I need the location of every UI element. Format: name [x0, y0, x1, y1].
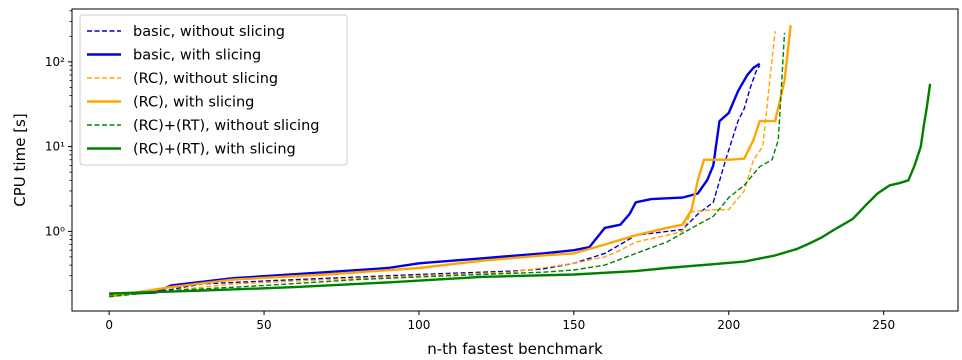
y-axis-label: CPU time [s] [11, 113, 29, 206]
x-tick-label: 50 [256, 318, 271, 332]
series-line-6 [109, 83, 932, 295]
y-tick-label: 10⁰ [45, 224, 65, 238]
legend-label-4: (RC), with slicing [133, 95, 254, 111]
legend-label-2: basic, with slicing [133, 48, 261, 64]
legend-label-6: (RC)+(RT), with slicing [133, 142, 296, 158]
axis-ticks: 0 50 100 150 200 250 10⁰ 10¹ 10² [45, 10, 895, 332]
x-tick-label: 250 [872, 318, 895, 332]
y-tick-label: 10² [45, 55, 65, 69]
legend-label-5: (RC)+(RT), without slicing [133, 118, 319, 134]
x-tick-label: 100 [408, 318, 431, 332]
y-tick-label: 10¹ [45, 140, 65, 154]
x-axis-label: n-th fastest benchmark [427, 340, 603, 358]
legend-label-3: (RC), without slicing [133, 71, 278, 87]
series-layer [109, 25, 932, 298]
series-line-2 [109, 62, 761, 296]
x-tick-label: 150 [562, 318, 585, 332]
legend: basic, without slicing basic, with slicin… [79, 14, 348, 166]
legend-label-1: basic, without slicing [133, 24, 285, 40]
series-line-4 [109, 25, 792, 298]
series-line-5 [109, 32, 786, 298]
x-tick-label: 0 [105, 318, 113, 332]
series-line-3 [109, 31, 776, 298]
x-tick-label: 200 [717, 318, 740, 332]
legend-box [79, 14, 348, 166]
